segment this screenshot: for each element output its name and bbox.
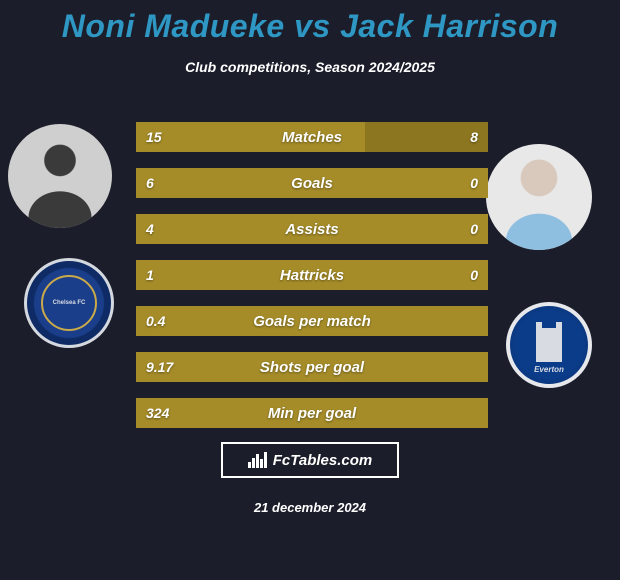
club-right-tower-icon bbox=[536, 328, 562, 362]
stats-bars: 158Matches 60Goals 40Assists 10Hattricks 0.4… bbox=[136, 122, 488, 444]
club-right-logo: Everton bbox=[506, 302, 592, 388]
stat-row: 9.17Shots per goal bbox=[136, 352, 488, 382]
player-left-silhouette bbox=[8, 124, 112, 228]
player-right-portrait bbox=[486, 144, 592, 250]
player-right-silhouette bbox=[486, 144, 592, 250]
stat-row: 324Min per goal bbox=[136, 398, 488, 428]
stat-label: Assists bbox=[136, 214, 488, 244]
club-left-name: Chelsea FC bbox=[41, 275, 97, 331]
brand-box: FcTables.com bbox=[221, 442, 399, 478]
stat-row: 0.4Goals per match bbox=[136, 306, 488, 336]
date-text: 21 december 2024 bbox=[0, 500, 620, 515]
player-left-portrait bbox=[8, 124, 112, 228]
brand-text: FcTables.com bbox=[273, 452, 372, 469]
stat-row: 158Matches bbox=[136, 122, 488, 152]
club-right-name: Everton bbox=[534, 365, 564, 374]
club-left-logo: Chelsea FC bbox=[24, 258, 114, 348]
stat-label: Matches bbox=[136, 122, 488, 152]
stat-row: 60Goals bbox=[136, 168, 488, 198]
stat-label: Goals per match bbox=[136, 306, 488, 336]
stat-label: Goals bbox=[136, 168, 488, 198]
subtitle: Club competitions, Season 2024/2025 bbox=[0, 59, 620, 75]
stat-label: Hattricks bbox=[136, 260, 488, 290]
page-title: Noni Madueke vs Jack Harrison bbox=[0, 0, 620, 45]
stat-label: Min per goal bbox=[136, 398, 488, 428]
stat-row: 10Hattricks bbox=[136, 260, 488, 290]
stat-row: 40Assists bbox=[136, 214, 488, 244]
brand-bars-icon bbox=[248, 452, 267, 468]
stat-label: Shots per goal bbox=[136, 352, 488, 382]
